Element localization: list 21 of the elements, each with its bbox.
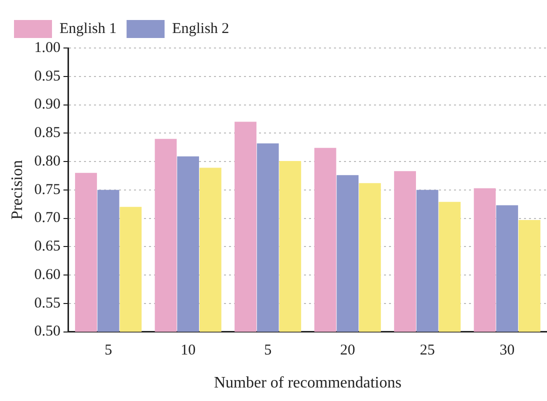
x-tick-label: 5 <box>264 342 272 359</box>
y-tick-label: 0.85 <box>34 125 60 142</box>
x-tick-label: 20 <box>340 342 356 359</box>
y-tick-label: 0.80 <box>34 153 60 170</box>
y-tick-label: 0.95 <box>34 68 60 84</box>
x-tick-label: 25 <box>420 342 435 359</box>
y-tick-label: 0.75 <box>34 182 60 198</box>
y-tick-label: 0.50 <box>34 324 60 340</box>
y-tick-label: 0.55 <box>34 295 60 312</box>
y-tick-label: 0.90 <box>34 96 60 113</box>
y-tick-label: 1.00 <box>34 40 60 56</box>
legend-label: English 2 <box>172 20 230 37</box>
legend-label: English 1 <box>60 20 117 37</box>
y-tick-label: 0.60 <box>34 266 60 283</box>
y-axis-title: Precision <box>8 160 26 220</box>
x-axis-title: Number of recommendations <box>214 374 402 392</box>
x-tick-label: 5 <box>104 342 112 359</box>
y-tick-label: 0.70 <box>34 210 60 226</box>
y-tick-label: 0.65 <box>34 238 60 255</box>
x-tick-label: 10 <box>180 342 196 359</box>
x-tick-label: 30 <box>500 342 515 359</box>
